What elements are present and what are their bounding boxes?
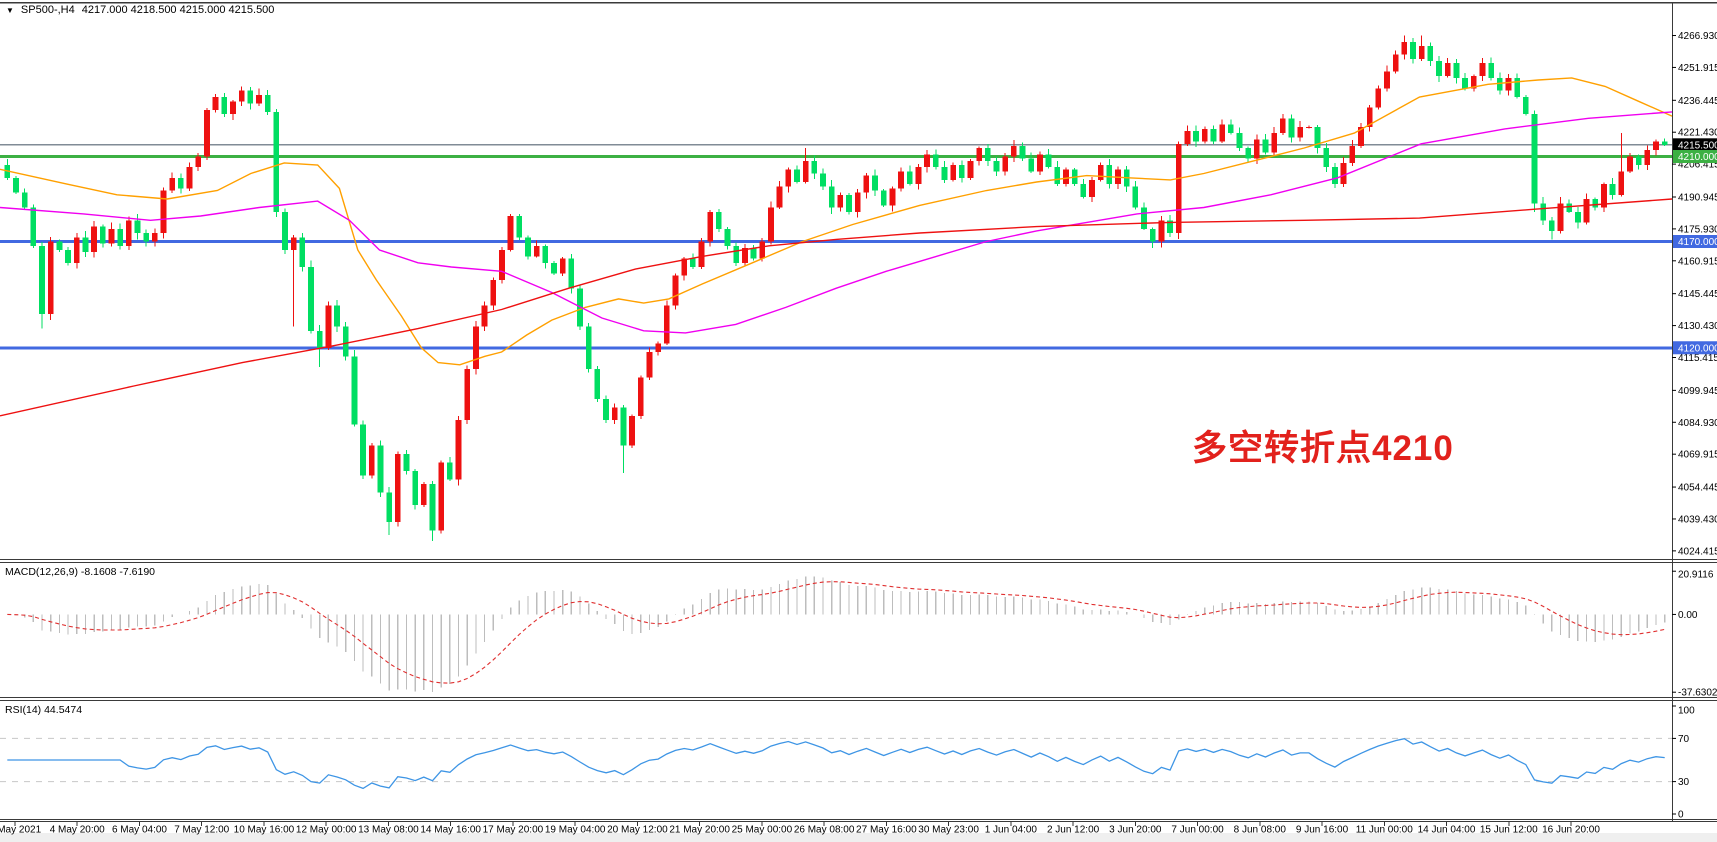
time-axis-label: 13 May 08:00 bbox=[358, 825, 419, 836]
time-axis-label: 7 May 12:00 bbox=[174, 825, 229, 836]
time-axis-label: 9 Jun 16:00 bbox=[1296, 825, 1349, 836]
price-tag bbox=[1673, 138, 1717, 152]
symbol-header: ▼ SP500-,H4 4217.000 4218.500 4215.000 4… bbox=[6, 4, 274, 16]
rsi-pane[interactable] bbox=[0, 737, 1672, 790]
svg-text:4215.500: 4215.500 bbox=[1678, 140, 1717, 151]
symbol-ohlc-values: 4217.000 4218.500 4215.000 4215.500 bbox=[81, 4, 275, 16]
ma-slow-red bbox=[0, 198, 1673, 417]
price-tag bbox=[1673, 150, 1717, 163]
time-axis-label: 21 May 20:00 bbox=[669, 825, 730, 836]
macd-signal-line bbox=[7, 581, 1665, 684]
time-axis-label: 7 Jun 00:00 bbox=[1171, 825, 1224, 836]
moving-average-lines bbox=[0, 77, 1673, 417]
svg-text:4266.930: 4266.930 bbox=[1678, 31, 1717, 42]
time-axis-label: 14 May 16:00 bbox=[420, 825, 481, 836]
time-axis-label: 3 May 2021 bbox=[0, 825, 42, 836]
svg-text:100: 100 bbox=[1678, 706, 1695, 717]
time-axis-label: 17 May 20:00 bbox=[483, 825, 544, 836]
candles-series[interactable] bbox=[4, 35, 1668, 542]
time-axis-label: 1 Jun 04:00 bbox=[985, 825, 1038, 836]
svg-text:4039.430: 4039.430 bbox=[1678, 514, 1717, 525]
svg-text:4206.415: 4206.415 bbox=[1678, 160, 1717, 171]
ma-mid-magenta bbox=[0, 111, 1673, 334]
svg-text:4145.445: 4145.445 bbox=[1678, 289, 1717, 300]
time-axis-label: 26 May 08:00 bbox=[794, 825, 855, 836]
svg-text:4069.915: 4069.915 bbox=[1678, 450, 1717, 461]
annotation-text: 多空转折点4210 bbox=[1192, 429, 1454, 468]
svg-text:0.00: 0.00 bbox=[1678, 610, 1698, 621]
symbol-name: SP500-,H4 bbox=[20, 4, 75, 16]
time-axis-label: 16 Jun 20:00 bbox=[1542, 825, 1600, 836]
time-axis-label: 10 May 16:00 bbox=[234, 825, 295, 836]
svg-text:4160.915: 4160.915 bbox=[1678, 256, 1717, 267]
time-axis-label: 4 May 20:00 bbox=[50, 825, 105, 836]
macd-indicator-label: MACD(12,26,9) -8.1608 -7.6190 bbox=[5, 566, 155, 578]
ma-fast-orange bbox=[0, 77, 1673, 366]
svg-text:4084.930: 4084.930 bbox=[1678, 418, 1717, 429]
price-tag bbox=[1673, 341, 1717, 355]
time-axis-label: 11 Jun 00:00 bbox=[1356, 825, 1414, 836]
svg-text:30: 30 bbox=[1678, 777, 1690, 788]
svg-text:4130.430: 4130.430 bbox=[1678, 321, 1717, 332]
svg-text:4024.415: 4024.415 bbox=[1678, 546, 1717, 557]
chevron-down-icon[interactable]: ▼ bbox=[6, 5, 14, 15]
time-axis-label: 14 Jun 04:00 bbox=[1418, 825, 1476, 836]
time-axis-label: 8 Jun 08:00 bbox=[1234, 825, 1287, 836]
svg-text:70: 70 bbox=[1678, 734, 1690, 745]
time-axis-label: 3 Jun 20:00 bbox=[1109, 825, 1162, 836]
svg-text:20.9116: 20.9116 bbox=[1678, 570, 1714, 581]
time-axis-label: 19 May 04:00 bbox=[545, 825, 606, 836]
time-axis-label: 25 May 00:00 bbox=[732, 825, 793, 836]
price-tag bbox=[1673, 235, 1717, 248]
time-axis-label: 6 May 04:00 bbox=[112, 825, 167, 836]
svg-text:4175.930: 4175.930 bbox=[1678, 224, 1717, 235]
svg-text:4221.430: 4221.430 bbox=[1678, 128, 1717, 139]
svg-text:4120.000: 4120.000 bbox=[1678, 343, 1717, 354]
svg-text:4115.415: 4115.415 bbox=[1678, 353, 1717, 364]
svg-text:4190.945: 4190.945 bbox=[1678, 192, 1717, 203]
macd-pane[interactable] bbox=[7, 576, 1666, 692]
time-axis-label: 27 May 16:00 bbox=[856, 825, 917, 836]
svg-text:4170.000: 4170.000 bbox=[1678, 237, 1717, 248]
time-axis-label: 2 Jun 12:00 bbox=[1047, 825, 1100, 836]
svg-text:4099.945: 4099.945 bbox=[1678, 386, 1717, 397]
indicator-axes[interactable]: 20.9116 0.00 -37.6302 100 70 30 0 bbox=[1672, 570, 1717, 821]
time-axis-label: 20 May 12:00 bbox=[607, 825, 668, 836]
svg-text:0: 0 bbox=[1678, 810, 1684, 821]
price-axis[interactable]: 4266.930 4251.915 4236.445 4221.430 4206.415… bbox=[1672, 31, 1717, 557]
time-axis-label: 12 May 00:00 bbox=[296, 825, 357, 836]
svg-text:4210.000: 4210.000 bbox=[1678, 152, 1717, 163]
rsi-line bbox=[7, 738, 1665, 790]
time-axis-label: 15 Jun 12:00 bbox=[1480, 825, 1538, 836]
rsi-indicator-label: RSI(14) 44.5474 bbox=[5, 704, 83, 716]
time-axis[interactable]: 3 May 2021 4 May 20:00 6 May 04:00 7 May 12… bbox=[0, 822, 1600, 836]
svg-text:4054.445: 4054.445 bbox=[1678, 483, 1717, 494]
svg-text:4251.915: 4251.915 bbox=[1678, 63, 1717, 74]
svg-text:-37.6302: -37.6302 bbox=[1678, 688, 1717, 699]
svg-text:4236.445: 4236.445 bbox=[1678, 96, 1717, 107]
time-axis-label: 30 May 23:00 bbox=[918, 825, 979, 836]
